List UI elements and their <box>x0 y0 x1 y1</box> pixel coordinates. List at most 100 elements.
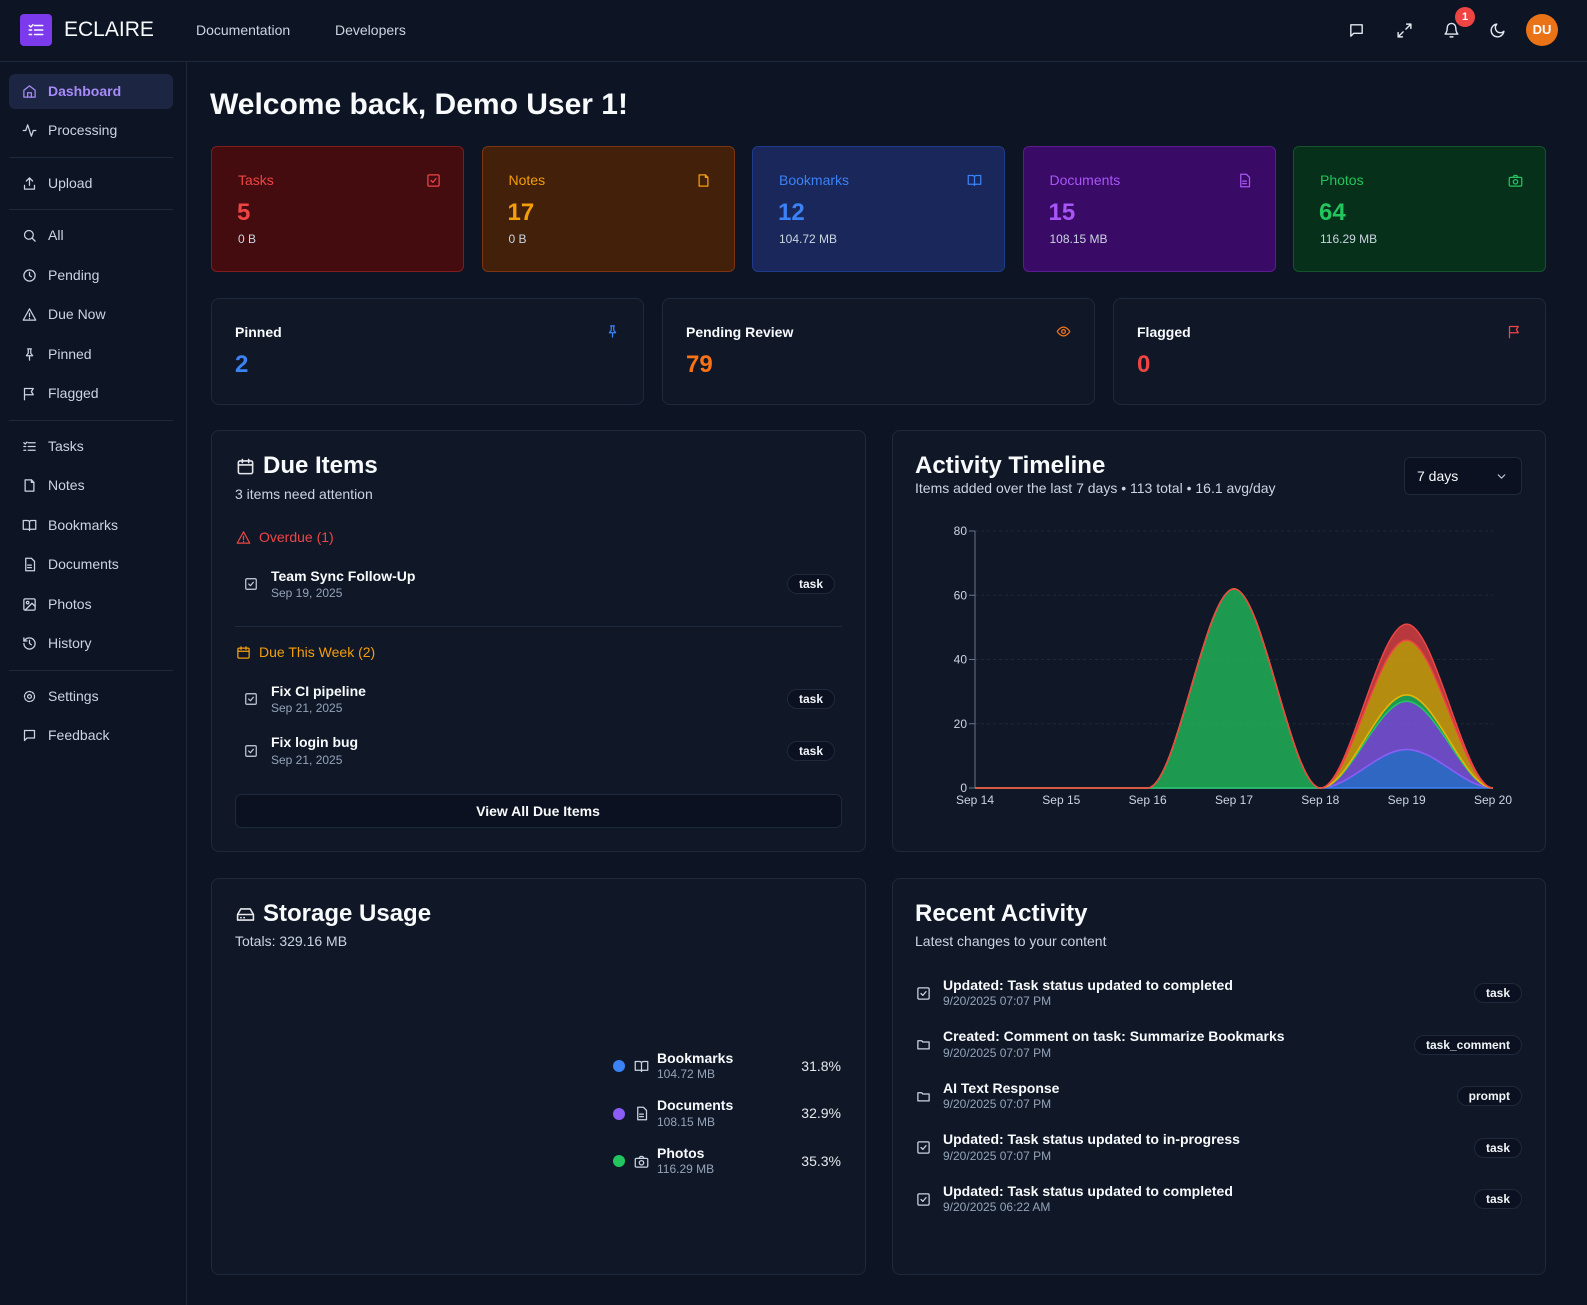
item-date: Sep 21, 2025 <box>271 701 343 716</box>
separator <box>9 669 173 671</box>
tag: task <box>786 574 835 594</box>
icon[interactable] <box>1495 470 1508 483</box>
icon <box>967 174 981 186</box>
y-tick-label: 40 <box>954 653 968 667</box>
item-title[interactable]: Fix login bug <box>271 734 359 751</box>
header <box>0 0 1587 62</box>
icon <box>23 229 36 242</box>
sidebar-item[interactable]: Documents <box>48 556 119 573</box>
brand[interactable]: ECLAIRE <box>64 18 154 42</box>
item-title[interactable]: Team Sync Follow-Up <box>271 567 416 584</box>
activity-title[interactable]: Updated: Task status updated to complete… <box>943 976 1233 993</box>
sidebar <box>0 62 187 1305</box>
icon <box>1240 173 1251 187</box>
icon <box>25 347 33 361</box>
counter-card[interactable] <box>1113 298 1546 405</box>
stat-label: Documents <box>1049 171 1121 188</box>
dropdown-value[interactable]: 7 days <box>1417 467 1459 484</box>
sidebar-item[interactable]: Processing <box>48 122 118 139</box>
stat-card[interactable] <box>1293 146 1546 272</box>
icon <box>698 173 709 187</box>
nav-link[interactable]: Documentation <box>196 21 291 38</box>
sidebar-item[interactable]: Feedback <box>48 727 110 744</box>
icon <box>23 176 35 190</box>
icon <box>22 84 36 98</box>
x-tick-label: Sep 14 <box>956 793 994 807</box>
legend-size: 108.15 MB <box>657 1114 716 1129</box>
activity-title[interactable]: Updated: Task status updated to in-progr… <box>943 1131 1240 1148</box>
icon <box>426 173 440 187</box>
separator <box>9 209 173 210</box>
tag: task_comment <box>1413 1034 1522 1055</box>
legend-name: Bookmarks <box>657 1049 734 1066</box>
stat-card[interactable] <box>752 146 1005 272</box>
y-tick-label: 0 <box>960 781 967 795</box>
counter-card[interactable] <box>662 298 1095 405</box>
icon[interactable] <box>1489 22 1506 39</box>
icon <box>23 387 34 401</box>
stat-count: 17 <box>507 199 535 227</box>
item-title[interactable]: Fix CI pipeline <box>271 682 366 699</box>
sidebar-item[interactable]: Bookmarks <box>48 516 119 533</box>
tag: task <box>786 689 835 709</box>
sidebar-item[interactable]: Flagged <box>48 385 99 402</box>
separator <box>9 156 173 158</box>
icon <box>22 597 36 611</box>
y-tick-label: 80 <box>954 524 968 538</box>
icon[interactable] <box>1396 22 1413 39</box>
stat-size: 104.72 MB <box>779 232 838 247</box>
sidebar-item[interactable]: History <box>48 635 92 652</box>
icon <box>1056 326 1070 336</box>
nav-item-active[interactable] <box>9 73 173 109</box>
activity-time: 9/20/2025 07:07 PM <box>943 994 1052 1009</box>
legend-name: Photos <box>657 1144 705 1161</box>
icon <box>916 1040 930 1050</box>
sidebar-item[interactable]: Pinned <box>48 345 92 362</box>
sidebar-item[interactable]: Dashboard <box>48 82 122 99</box>
icon <box>916 986 930 1000</box>
tag: task <box>1473 1137 1522 1158</box>
counter-label: Pinned <box>235 323 282 340</box>
tag: task <box>1473 983 1522 1003</box>
avatar-initials: DU <box>1532 21 1552 37</box>
counter-value: 0 <box>1137 351 1151 379</box>
legend-dot <box>613 1107 625 1120</box>
recent-card <box>892 878 1546 1275</box>
sidebar-item[interactable]: Upload <box>48 174 93 191</box>
icon[interactable] <box>1443 22 1460 39</box>
activity-title[interactable]: Created: Comment on task: Summarize Book… <box>943 1028 1285 1045</box>
legend-name: Documents <box>657 1097 734 1114</box>
icon <box>22 308 36 321</box>
group-title: Overdue (1) <box>259 528 334 545</box>
counter-label: Flagged <box>1137 323 1191 340</box>
sidebar-item[interactable]: Settings <box>48 687 99 704</box>
sidebar-item[interactable]: Notes <box>48 477 85 494</box>
sidebar-item[interactable]: Photos <box>48 595 92 612</box>
activity-title[interactable]: Updated: Task status updated to complete… <box>943 1182 1233 1199</box>
x-tick-label: Sep 17 <box>1215 793 1253 807</box>
icon <box>24 557 35 572</box>
button-label[interactable]: View All Due Items <box>476 802 600 819</box>
sidebar-item[interactable]: Tasks <box>48 437 84 454</box>
icon <box>22 441 36 451</box>
x-tick-label: Sep 20 <box>1474 793 1512 807</box>
button[interactable] <box>235 794 842 828</box>
icon <box>236 645 250 659</box>
icon <box>22 519 36 531</box>
stat-card[interactable] <box>1022 146 1276 272</box>
icon[interactable] <box>1348 22 1365 39</box>
sidebar-item[interactable]: All <box>48 227 64 244</box>
icon <box>23 729 35 742</box>
icon <box>23 690 35 702</box>
stat-card[interactable] <box>211 146 464 272</box>
avatar[interactable] <box>1526 14 1558 46</box>
activity-time: 9/20/2025 07:07 PM <box>943 1045 1052 1060</box>
x-tick-label: Sep 15 <box>1042 793 1080 807</box>
nav-link[interactable]: Developers <box>335 21 406 38</box>
sidebar-item[interactable]: Pending <box>48 266 100 283</box>
stat-card[interactable] <box>481 146 735 272</box>
counter-card[interactable] <box>211 298 644 405</box>
sidebar-item[interactable]: Due Now <box>48 306 106 323</box>
tag: task <box>786 740 835 761</box>
activity-title[interactable]: AI Text Response <box>943 1079 1060 1096</box>
